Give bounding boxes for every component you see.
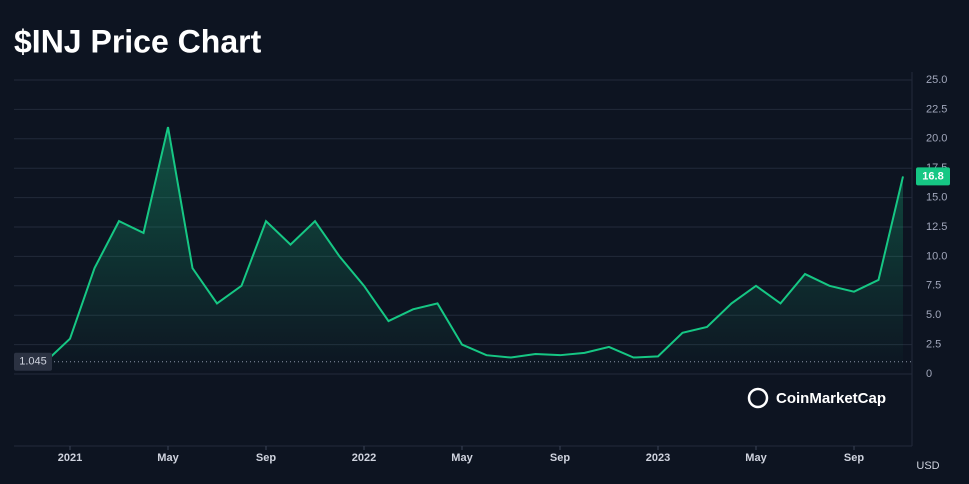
area	[45, 127, 903, 374]
y-tick-label: 20.0	[926, 133, 947, 145]
start-price-badge	[14, 352, 52, 371]
x-tick-label: 2023	[646, 452, 670, 464]
x-tick-label: 2021	[58, 452, 82, 464]
currency-label: USD	[916, 460, 939, 472]
y-tick-label: 25.0	[926, 74, 947, 86]
y-tick-label: 22.5	[926, 103, 947, 115]
last-price-label: 16.8	[922, 170, 943, 182]
x-tick-label: May	[451, 452, 473, 464]
y-tick-label: 10.0	[926, 250, 947, 262]
y-tick-label: 2.5	[926, 339, 941, 351]
y-tick-label: 12.5	[926, 221, 947, 233]
chart-title: $INJ Price Chart	[14, 23, 262, 59]
x-tick-label: May	[745, 452, 767, 464]
x-tick-label: Sep	[550, 452, 570, 464]
watermark: CoinMarketCap	[776, 390, 886, 407]
last-price-badge	[916, 167, 950, 186]
start-price-label: 1.045	[19, 356, 47, 368]
y-tick-label: 5.0	[926, 309, 941, 321]
y-tick-label: 7.5	[926, 280, 941, 292]
y-tick-label: 0	[926, 368, 932, 380]
watermark-logo	[747, 387, 769, 409]
price-line	[44, 126, 904, 363]
y-tick-label: 15.0	[926, 192, 947, 204]
x-tick-label: Sep	[844, 452, 864, 464]
x-tick-label: Sep	[256, 452, 276, 464]
x-tick-label: May	[157, 452, 179, 464]
x-tick-label: 2022	[352, 452, 376, 464]
